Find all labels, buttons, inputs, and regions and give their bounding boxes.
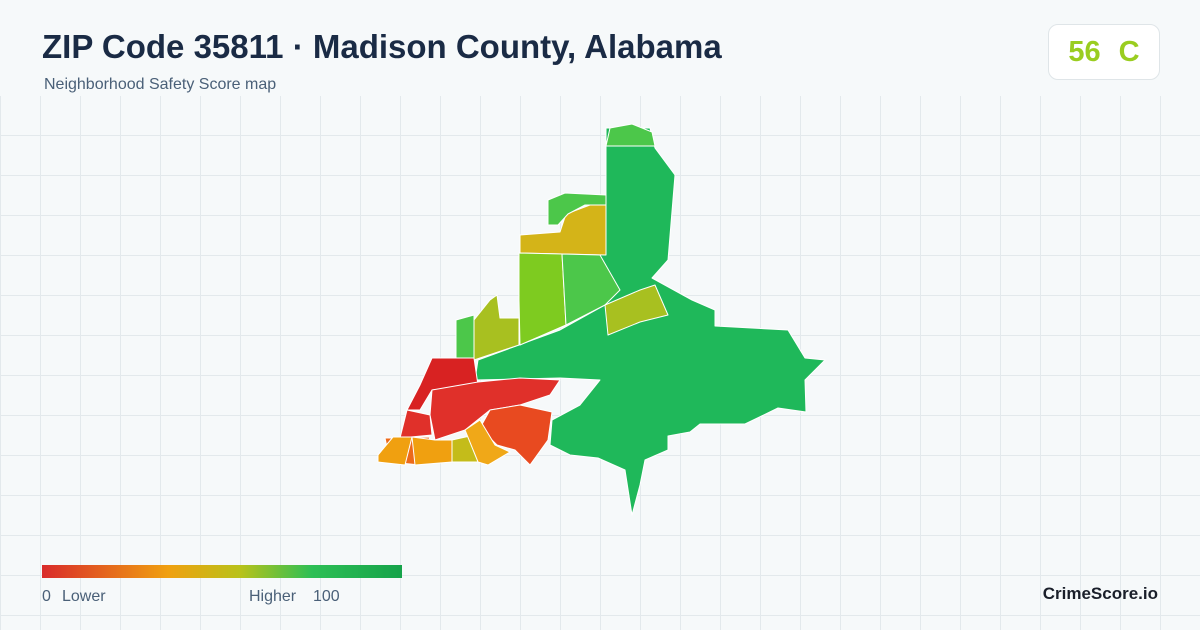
- grade: C: [1118, 35, 1140, 68]
- legend-min: 0: [42, 588, 51, 605]
- region: [604, 284, 669, 336]
- region: [455, 314, 475, 359]
- legend-max: 100: [313, 588, 340, 605]
- legend-gradient: [42, 565, 402, 578]
- legend-max-label: Higher: [249, 588, 297, 605]
- region: [464, 419, 511, 466]
- brand: CrimeScore.io: [1042, 584, 1158, 603]
- region: [377, 436, 413, 466]
- region: [561, 253, 621, 326]
- region: [547, 192, 607, 226]
- region: [474, 127, 826, 516]
- subtitle: Neighborhood Safety Score map: [44, 76, 277, 93]
- region: [605, 123, 656, 147]
- legend-min-label: Lower: [62, 588, 106, 605]
- score-badge: 56 C: [1048, 24, 1160, 80]
- region: [473, 294, 520, 361]
- region: [406, 357, 479, 411]
- region: [411, 436, 453, 466]
- region: [399, 409, 433, 439]
- title: ZIP Code 35811 · Madison County, Alabama: [42, 28, 722, 65]
- region: [518, 252, 567, 346]
- score: 56: [1068, 35, 1101, 68]
